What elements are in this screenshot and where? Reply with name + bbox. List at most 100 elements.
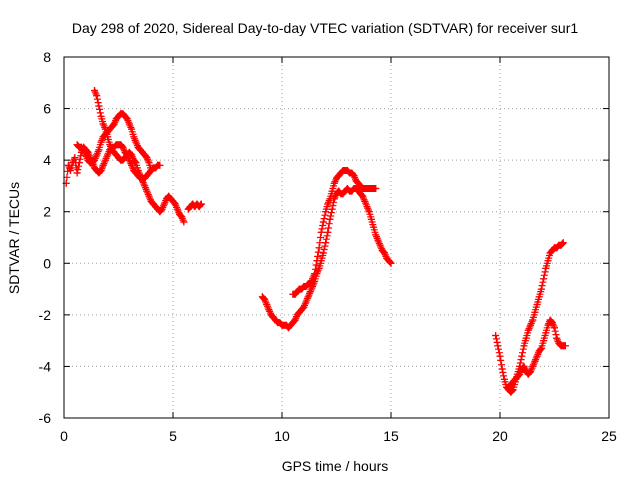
series-pass-early-c xyxy=(91,87,188,226)
data-point-marker xyxy=(145,192,153,200)
data-point-marker xyxy=(520,342,528,350)
data-point-marker xyxy=(361,197,369,205)
plot-frame xyxy=(63,56,610,419)
data-point-marker xyxy=(304,293,312,301)
data-point-marker xyxy=(91,87,98,94)
series-pass-early-b xyxy=(73,110,155,174)
data-point-marker xyxy=(93,92,101,100)
data-point-marker xyxy=(500,375,508,383)
data-point-marker xyxy=(363,203,371,211)
data-point-marker xyxy=(496,352,504,360)
data-point-marker xyxy=(520,362,528,370)
data-point-marker xyxy=(326,195,334,203)
data-point-marker xyxy=(80,146,88,154)
series-pass-mid-a xyxy=(258,185,395,332)
series-layer xyxy=(62,87,569,396)
data-point-marker xyxy=(91,156,98,164)
series-pass-early-d xyxy=(184,200,205,213)
y-tick-label: 4 xyxy=(43,152,51,168)
data-point-marker xyxy=(516,370,524,378)
data-point-marker xyxy=(374,236,382,244)
data-point-marker xyxy=(99,161,107,169)
data-point-marker xyxy=(178,213,186,221)
ticks: 0 5 10 15 20 25 -6 -4 -2 0 2 4 6 8 xyxy=(39,49,617,444)
data-point-marker xyxy=(328,187,336,195)
y-axis-label: SDTVAR / TECUs xyxy=(6,182,22,294)
x-tick-label: 10 xyxy=(274,428,290,444)
data-point-marker xyxy=(315,244,323,252)
data-point-marker xyxy=(97,112,105,120)
data-point-marker xyxy=(531,357,539,365)
x-tick-label: 5 xyxy=(169,428,177,444)
data-point-marker xyxy=(551,324,558,332)
data-point-marker xyxy=(160,200,168,208)
y-tick-label: -2 xyxy=(39,307,52,323)
data-point-marker xyxy=(261,295,269,303)
data-point-marker xyxy=(548,319,556,327)
data-point-marker xyxy=(527,321,534,329)
series-pass-mid-b xyxy=(289,167,380,298)
x-axis-label: GPS time / hours xyxy=(282,458,389,474)
data-point-marker xyxy=(132,138,140,146)
data-point-marker xyxy=(180,218,188,226)
y-tick-label: 0 xyxy=(43,255,51,271)
data-point-marker xyxy=(73,169,81,177)
data-point-marker xyxy=(306,280,314,288)
data-point-marker xyxy=(561,342,569,350)
data-point-marker xyxy=(544,321,552,329)
data-point-marker xyxy=(387,259,395,267)
data-point-marker xyxy=(492,332,500,339)
data-point-marker xyxy=(540,275,548,283)
data-point-marker xyxy=(330,179,338,187)
series-pass-late-b xyxy=(505,316,569,391)
data-point-marker xyxy=(537,285,545,293)
data-point-marker xyxy=(75,159,83,167)
data-point-marker xyxy=(306,288,314,296)
data-point-marker xyxy=(544,257,552,265)
x-tick-label: 15 xyxy=(383,428,399,444)
data-point-marker xyxy=(101,125,109,133)
data-point-marker xyxy=(158,205,166,213)
y-tick-label: 8 xyxy=(43,49,51,65)
grid xyxy=(64,57,609,418)
x-tick-label: 25 xyxy=(601,428,617,444)
data-point-marker xyxy=(173,205,181,213)
data-point-marker xyxy=(69,159,77,167)
data-point-marker xyxy=(300,303,308,311)
data-point-marker xyxy=(522,334,530,342)
data-point-marker xyxy=(319,218,327,226)
data-point-marker xyxy=(540,337,548,345)
data-point-marker xyxy=(110,120,118,128)
data-point-marker xyxy=(171,200,179,208)
data-point-marker xyxy=(559,239,567,247)
data-point-marker xyxy=(518,352,526,360)
data-point-marker xyxy=(509,386,517,394)
data-point-marker xyxy=(93,151,101,159)
data-point-marker xyxy=(139,177,146,185)
data-point-marker xyxy=(376,241,384,249)
data-point-marker xyxy=(64,161,72,169)
data-point-marker xyxy=(132,159,140,167)
data-point-marker xyxy=(147,167,155,174)
data-point-marker xyxy=(97,167,105,174)
x-tick-label: 0 xyxy=(60,428,68,444)
data-point-marker xyxy=(542,329,550,337)
data-point-marker xyxy=(529,316,537,324)
data-point-marker xyxy=(134,167,142,174)
data-point-marker xyxy=(125,120,133,128)
data-point-marker xyxy=(156,161,164,169)
data-point-marker xyxy=(494,342,502,350)
data-point-marker xyxy=(95,146,103,154)
data-point-marker xyxy=(309,275,316,283)
x-tick-label: 20 xyxy=(492,428,508,444)
data-point-marker xyxy=(527,368,534,376)
data-point-marker xyxy=(537,344,545,352)
data-point-marker xyxy=(143,154,151,162)
data-point-marker xyxy=(370,223,378,231)
data-point-marker xyxy=(302,298,310,306)
data-point-marker xyxy=(324,200,332,208)
data-point-marker xyxy=(359,192,367,200)
y-tick-label: -4 xyxy=(39,358,52,374)
data-point-marker xyxy=(326,215,334,223)
